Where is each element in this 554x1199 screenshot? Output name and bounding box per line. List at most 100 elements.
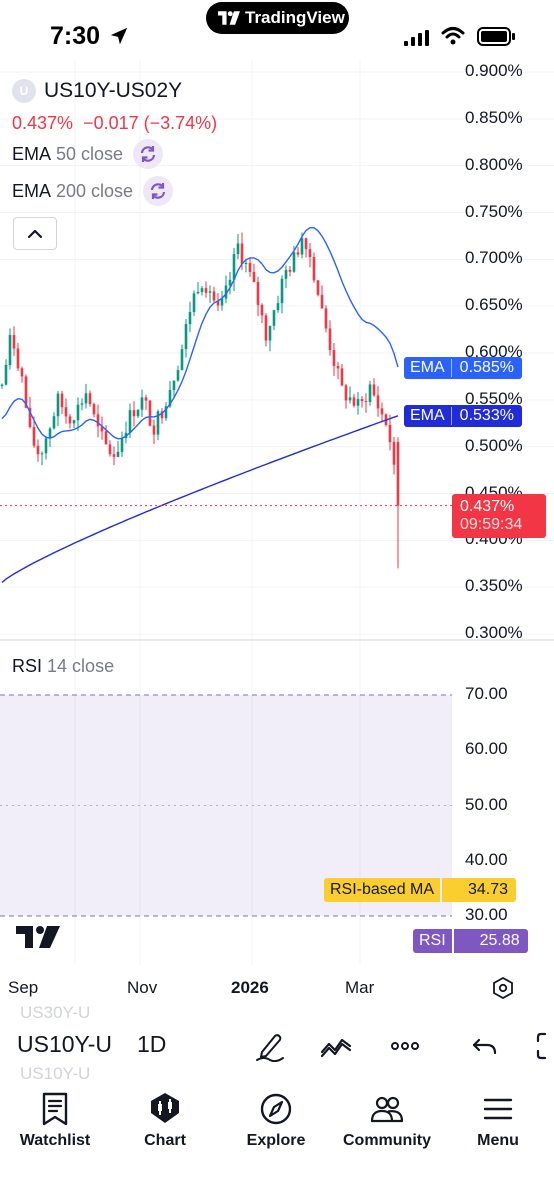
candle-body xyxy=(68,416,72,424)
candle-body xyxy=(296,252,300,255)
price-axis-label: 0.600% xyxy=(465,342,523,361)
ema-50-sync-button[interactable] xyxy=(133,139,164,169)
candle-body xyxy=(272,310,276,326)
ema-50-tag-label: EMA xyxy=(410,359,445,376)
drawing-pen-icon[interactable] xyxy=(254,1030,286,1062)
candle-body xyxy=(260,304,264,316)
candle-body xyxy=(20,368,24,377)
x-label-2026: 2026 xyxy=(231,978,269,997)
candle-body xyxy=(232,254,236,280)
nav-explore[interactable]: Explore xyxy=(221,1086,331,1150)
nav-community[interactable]: Community xyxy=(332,1086,442,1150)
candle-body xyxy=(16,348,20,369)
candle-body xyxy=(332,350,336,367)
status-bar: 7:30 TradingView xyxy=(0,0,554,70)
candle-body xyxy=(364,401,368,403)
candle-body xyxy=(256,281,260,305)
rsi-ma-value: 34.73 xyxy=(442,878,517,902)
candle-body xyxy=(216,300,220,306)
indicators-icon[interactable] xyxy=(320,1030,352,1062)
candle-body xyxy=(56,393,60,417)
rsi-legend[interactable]: RSI 14 close xyxy=(12,656,114,677)
candle-body xyxy=(104,431,108,445)
candle-body xyxy=(4,364,8,385)
candle-body xyxy=(224,285,228,299)
chevron-up-icon xyxy=(27,229,43,238)
refresh-icon xyxy=(150,183,166,199)
candle-body xyxy=(392,442,396,465)
chart-settings-icon[interactable] xyxy=(492,977,514,999)
candle-body xyxy=(80,403,84,405)
nav-watchlist[interactable]: Watchlist xyxy=(0,1086,110,1150)
more-options-icon[interactable] xyxy=(389,1030,421,1062)
candle-body xyxy=(304,238,308,250)
candle-body xyxy=(96,414,100,427)
collapse-legend-button[interactable] xyxy=(13,217,57,250)
app-name: TradingView xyxy=(245,8,345,27)
candle-body xyxy=(8,334,12,365)
community-icon xyxy=(370,1096,404,1123)
candle-body xyxy=(44,438,48,454)
x-label-nov: Nov xyxy=(127,978,158,997)
candle-body xyxy=(340,368,344,386)
candle-body xyxy=(252,271,256,282)
rsi-axis-label: 60.00 xyxy=(465,739,508,759)
candle-body xyxy=(176,370,180,381)
candle-body xyxy=(320,294,324,309)
ema-200-legend[interactable]: EMA 200 close xyxy=(12,176,174,206)
candle-body xyxy=(196,291,200,294)
rsi-axis-label: 70.00 xyxy=(465,684,508,703)
refresh-icon xyxy=(140,146,156,162)
candle-body xyxy=(264,315,268,341)
ema-200-price-tag: EMA 0.533% xyxy=(404,405,522,427)
candle-body xyxy=(32,427,36,446)
undo-icon[interactable] xyxy=(469,1030,501,1062)
candle-body xyxy=(316,280,320,295)
candle-body xyxy=(180,349,184,371)
bar-countdown: 09:59:34 xyxy=(460,516,523,533)
ema-50-params: 50 close xyxy=(56,143,124,164)
rsi-axis-label: 50.00 xyxy=(465,794,508,814)
price-change: 0.437% −0.017 (−3.74%) xyxy=(12,113,218,133)
interval-button[interactable]: 1D xyxy=(137,1031,167,1057)
x-label-sep: Sep xyxy=(8,978,39,997)
candle-body xyxy=(24,376,28,408)
candle-body xyxy=(300,238,304,255)
candle-body xyxy=(360,399,364,402)
candle-body xyxy=(48,428,52,439)
candle-body xyxy=(40,453,44,455)
nav-menu[interactable]: Menu xyxy=(443,1086,553,1150)
toolbar-symbol-button[interactable]: US10Y-U xyxy=(17,1031,113,1057)
signal-icon xyxy=(404,30,429,46)
candle-body xyxy=(36,445,40,455)
candle-body xyxy=(348,397,352,401)
candle-body xyxy=(240,243,244,264)
nav-chart[interactable]: Chart xyxy=(110,1086,220,1150)
candle-body xyxy=(152,425,156,435)
wifi-icon xyxy=(441,27,465,45)
candle-body xyxy=(0,384,4,386)
candle-body xyxy=(244,263,248,265)
ema-200-tag-value: 0.533% xyxy=(450,407,522,425)
price-axis-label: 0.350% xyxy=(465,576,523,596)
candle-body xyxy=(148,400,152,426)
last-price-value: 0.437% xyxy=(460,498,515,515)
candle-body xyxy=(168,390,172,407)
rsi-ma-tag: RSI-based MA 34.73 xyxy=(324,878,517,902)
candle-body xyxy=(52,416,56,429)
rsi-ma-label: RSI-based MA xyxy=(324,878,441,902)
nav-explore-label: Explore xyxy=(246,1132,306,1149)
candle-body xyxy=(208,291,212,293)
ema-200-params: 200 close xyxy=(56,180,134,201)
ema-200-sync-button[interactable] xyxy=(143,176,174,206)
price-axis-label: 0.550% xyxy=(465,388,523,408)
price-axis-label: 0.650% xyxy=(465,295,523,315)
fullscreen-icon[interactable] xyxy=(536,1030,554,1062)
candle-body xyxy=(204,288,208,293)
candle-body xyxy=(352,397,356,406)
app-pill: TradingView xyxy=(206,2,349,34)
candle-body xyxy=(28,407,32,428)
compass-icon xyxy=(260,1093,292,1125)
symbol-header[interactable]: U US10Y-US02Y xyxy=(12,79,182,103)
ema-50-legend[interactable]: EMA 50 close xyxy=(12,139,164,169)
